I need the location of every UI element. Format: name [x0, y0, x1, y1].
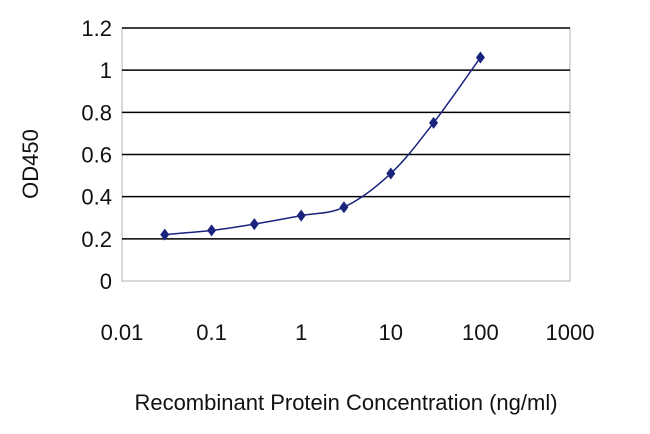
- gridlines: [122, 27, 570, 240]
- y-tick-label: 0.4: [81, 185, 112, 210]
- y-tick-label: 0.6: [81, 143, 112, 168]
- data-point-6: [429, 116, 439, 129]
- data-points: [160, 51, 485, 241]
- x-tick-label: 10: [379, 320, 403, 345]
- x-tick-label: 100: [462, 320, 499, 345]
- data-point-2: [249, 218, 259, 231]
- x-tick-label: 0.1: [196, 320, 227, 345]
- y-tick-labels: 0 0.2 0.4 0.6 0.8 1 1.2: [81, 16, 112, 294]
- x-tick-label: 1: [295, 320, 307, 345]
- data-point-1: [207, 224, 217, 237]
- y-tick-label: 0.8: [81, 100, 112, 125]
- y-tick-label: 1: [100, 58, 112, 83]
- data-point-3: [296, 209, 306, 222]
- x-tick-label: 1000: [546, 320, 595, 345]
- y-tick-label: 0.2: [81, 227, 112, 252]
- x-tick-labels: 0.01 0.1 1 10 100 1000: [101, 320, 595, 345]
- data-point-0: [160, 228, 170, 241]
- y-tick-label: 0: [100, 269, 112, 294]
- data-point-4: [339, 201, 349, 214]
- data-point-5: [386, 167, 396, 180]
- y-tick-label: 1.2: [81, 16, 112, 41]
- data-point-7: [475, 51, 485, 64]
- y-axis-title: OD450: [18, 129, 43, 199]
- x-tick-label: 0.01: [101, 320, 144, 345]
- x-axis-title: Recombinant Protein Concentration (ng/ml…: [134, 390, 557, 415]
